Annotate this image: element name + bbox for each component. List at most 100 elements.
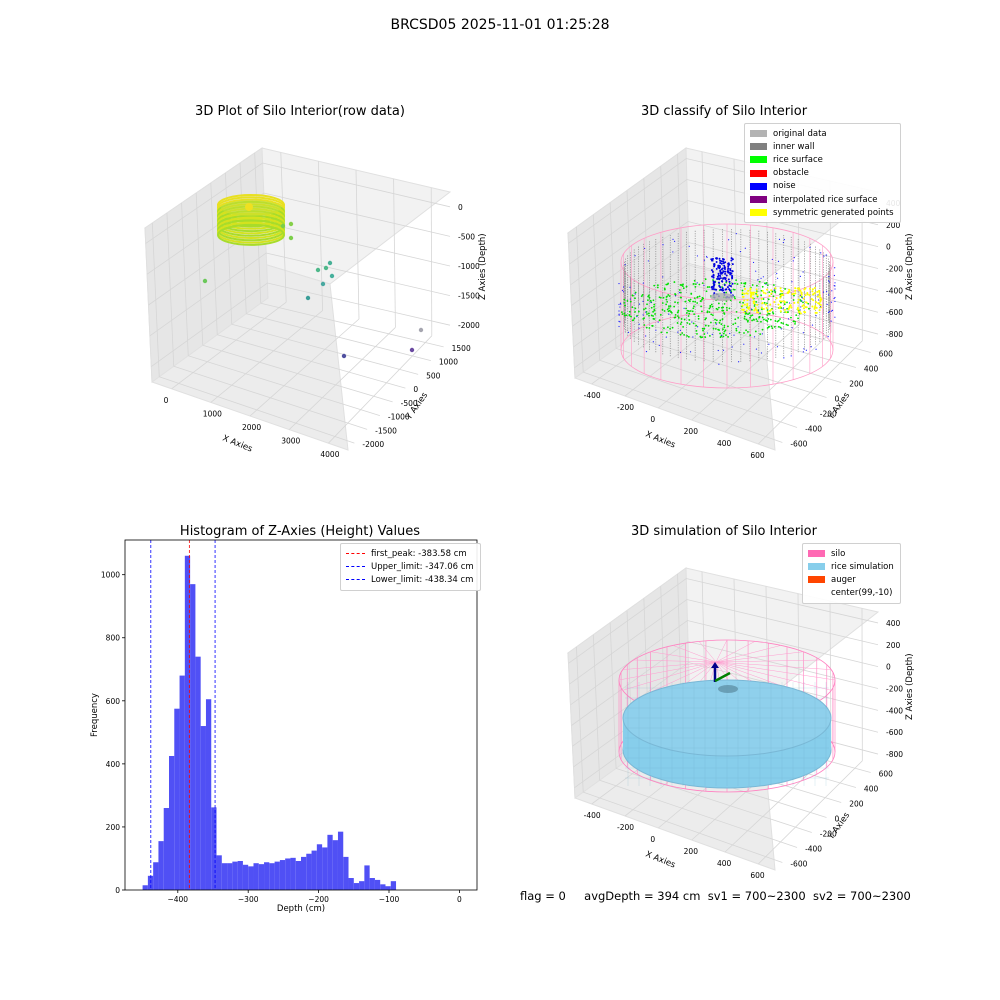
classify-rice-point	[679, 284, 682, 286]
classify-noise-point	[711, 275, 714, 278]
classify-rice-point	[792, 299, 795, 301]
simulation-legend-label: silo	[831, 548, 846, 559]
classify-rice-point	[711, 314, 714, 317]
histogram-bar	[316, 844, 323, 890]
classify-noise-point	[819, 306, 822, 308]
classify-noise-point	[719, 275, 722, 278]
simulation-roof-wire	[715, 651, 804, 663]
classify-noise-point	[723, 266, 726, 269]
classify-rice-point	[656, 286, 659, 289]
simulation-roof-wire	[672, 645, 717, 663]
classify-symmetric-point	[815, 301, 818, 304]
classify-noise-point	[727, 278, 730, 281]
classify-ztick: 0	[886, 243, 891, 252]
classify-noise-point	[619, 306, 621, 308]
classify-symmetric-point	[755, 291, 758, 294]
classify-rice-point	[694, 283, 697, 286]
classify-legend-swatch	[750, 196, 767, 204]
classify-symmetric-point	[775, 297, 778, 300]
auger-arrow-head	[711, 662, 719, 668]
classify-rice-point	[665, 283, 668, 286]
classify-symmetric-point	[745, 292, 748, 295]
classify-rice-point	[743, 315, 746, 318]
classify-noise-point	[724, 272, 727, 275]
histogram-bar	[153, 862, 159, 890]
classify-noise-point	[618, 310, 620, 312]
classify-noise-point	[720, 260, 723, 263]
classify-rice-point	[701, 327, 704, 330]
classify-symmetric-point	[800, 291, 803, 294]
raw-silo-ring	[217, 223, 285, 246]
histogram-xtick-label: −300	[238, 895, 259, 904]
classify-rice-point	[674, 293, 676, 295]
classify-rice-point	[692, 283, 695, 285]
classify-rice-point	[696, 302, 699, 304]
classify-rice-point	[666, 331, 668, 334]
classify-noise-point	[834, 296, 836, 299]
classify-noise-point	[658, 344, 660, 347]
classify-rice-point	[707, 324, 710, 327]
classify-rice-point	[732, 323, 735, 326]
classify-rice-point	[710, 313, 713, 316]
classify-rice-point	[758, 316, 761, 319]
classify-rice-point	[759, 312, 762, 315]
classify-rice-point	[642, 317, 645, 320]
classify-noise-point	[719, 277, 722, 280]
classify-noise-point	[792, 260, 794, 262]
classify-noise-point	[634, 293, 636, 295]
histogram-bar	[290, 857, 296, 890]
raw-outlier-point	[320, 281, 326, 287]
classify-legend-swatch	[750, 143, 767, 151]
classify-legend-entry: inner wall	[750, 140, 894, 153]
classify-noise-point	[834, 285, 836, 287]
classify-rice-point	[725, 306, 728, 309]
classify-noise-point	[737, 326, 739, 328]
classify-noise-point	[776, 272, 778, 275]
classify-noise-point	[703, 284, 705, 286]
classify-rice-point	[762, 298, 765, 300]
classify-noise-point	[793, 257, 795, 259]
classify-rice-point	[722, 332, 725, 335]
classify-rice-point	[782, 322, 785, 325]
classify-noise-point	[642, 314, 644, 316]
classify-noise-point	[629, 286, 631, 288]
classify-rice-point	[656, 284, 659, 287]
classify-noise-point	[705, 255, 708, 258]
histogram-bar	[195, 656, 201, 890]
histogram-bar	[205, 699, 212, 890]
classify-symmetric-point	[818, 291, 821, 294]
classify-rice-point	[723, 324, 726, 327]
classify-rice-point	[643, 308, 645, 311]
simulation-ztick: -200	[886, 685, 903, 694]
simulation-ytick: 600	[879, 770, 894, 779]
classify-rice-point	[634, 310, 636, 313]
histogram-frame	[124, 539, 478, 891]
classify-rice-point	[795, 314, 798, 317]
classify-rice-point	[769, 318, 772, 321]
classify-symmetric-point	[778, 300, 781, 303]
classify-rice-point	[674, 313, 677, 316]
classify-rice-point	[747, 313, 749, 316]
classify-symmetric-point	[753, 309, 756, 312]
classify-noise-point	[712, 276, 715, 279]
classify-noise-point	[717, 266, 720, 269]
classify-noise-point	[722, 258, 725, 261]
classify-rice-point	[743, 282, 745, 285]
classify-rice-point	[709, 306, 712, 308]
classify-symmetric-point	[753, 302, 756, 305]
classify-noise-point	[718, 257, 721, 260]
classify-symmetric-point	[796, 308, 799, 311]
classify-symmetric-point	[811, 305, 814, 308]
classify-legend: original data inner wall rice surface obsta…	[744, 123, 901, 224]
histogram-bar	[327, 834, 333, 890]
classify-rice-point	[631, 319, 634, 322]
classify-legend-label: noise	[773, 181, 796, 192]
classify-rice-point	[794, 323, 796, 325]
classify-rice-point	[722, 335, 725, 338]
classify-noise-point	[834, 288, 836, 290]
classify-rice-point	[758, 280, 761, 283]
classify-symmetric-point	[788, 306, 791, 309]
classify-noise-point	[834, 300, 836, 303]
simulation-ytick: -200	[820, 830, 837, 839]
raw-ytick: -2000	[362, 440, 384, 449]
